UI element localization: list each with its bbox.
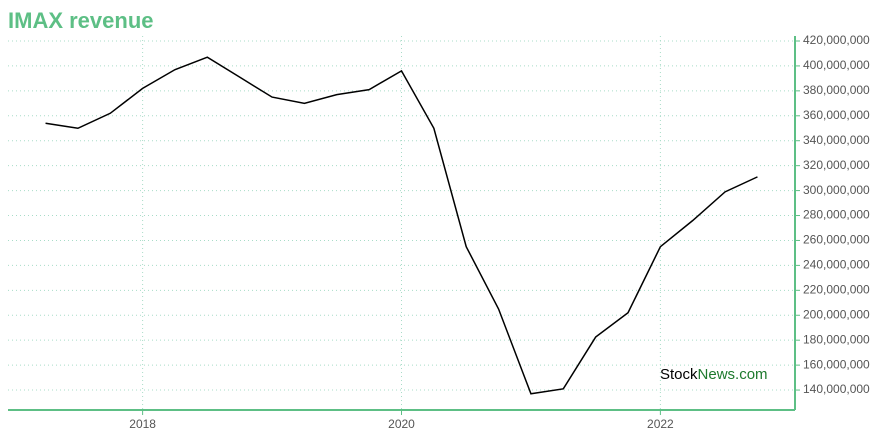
y-tick-label: 400,000,000 bbox=[803, 58, 870, 72]
watermark-part: News.com bbox=[698, 366, 768, 383]
y-tick-label: 200,000,000 bbox=[803, 307, 870, 321]
line-series bbox=[45, 56, 758, 395]
y-tick-label: 280,000,000 bbox=[803, 208, 870, 222]
y-tick-label: 340,000,000 bbox=[803, 133, 870, 147]
y-tick-label: 140,000,000 bbox=[803, 382, 870, 396]
y-tick-label: 320,000,000 bbox=[803, 158, 870, 172]
chart-title: IMAX revenue bbox=[8, 8, 154, 33]
watermark: StockNews.com bbox=[660, 366, 768, 383]
y-tick-label: 360,000,000 bbox=[803, 108, 870, 122]
x-tick-label: 2018 bbox=[129, 417, 156, 431]
watermark-part: Stock bbox=[660, 366, 698, 383]
x-tick-label: 2022 bbox=[647, 417, 674, 431]
y-tick-label: 160,000,000 bbox=[803, 357, 870, 371]
y-tick-label: 220,000,000 bbox=[803, 282, 870, 296]
x-tick-label: 2020 bbox=[388, 417, 415, 431]
y-tick-label: 180,000,000 bbox=[803, 332, 870, 346]
y-tick-label: 380,000,000 bbox=[803, 83, 870, 97]
y-tick-label: 240,000,000 bbox=[803, 258, 870, 272]
y-tick-label: 420,000,000 bbox=[803, 33, 870, 47]
y-tick-label: 260,000,000 bbox=[803, 233, 870, 247]
y-tick-label: 300,000,000 bbox=[803, 183, 870, 197]
